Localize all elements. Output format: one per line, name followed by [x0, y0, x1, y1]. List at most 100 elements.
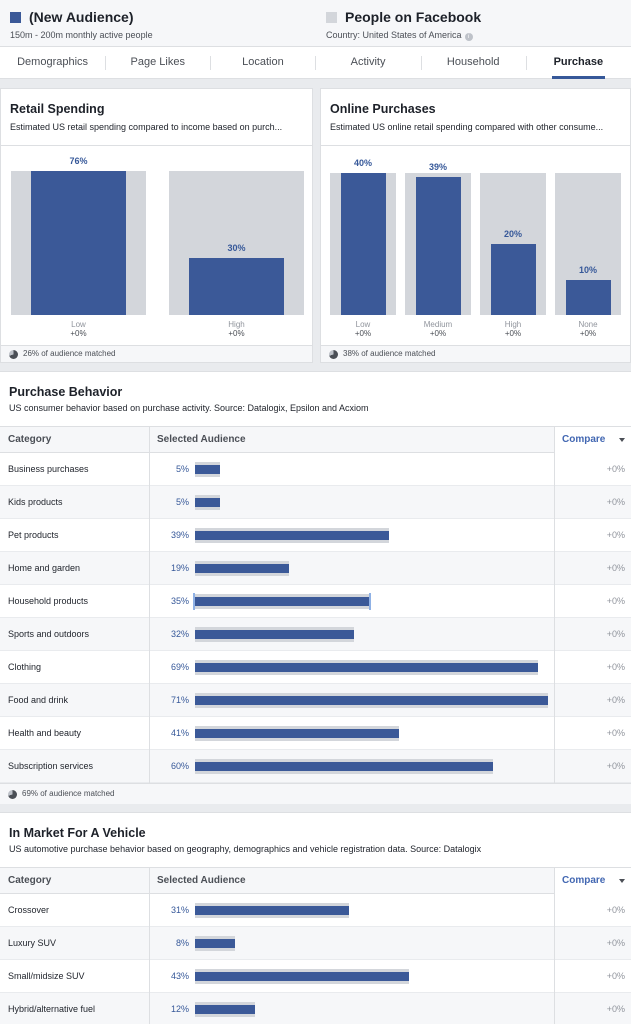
column-bar[interactable] [189, 258, 284, 315]
chevron-down-icon [619, 879, 625, 883]
selected-audience: (New Audience) 150m - 200m monthly activ… [10, 9, 153, 40]
tab-page-likes[interactable]: Page Likes [105, 47, 210, 78]
table-row[interactable]: Home and garden 19% +0% [0, 552, 631, 585]
row-bar[interactable] [195, 630, 355, 639]
audience-name: (New Audience) [29, 9, 134, 25]
tab-household[interactable]: Household [420, 47, 526, 78]
purchase-behavior-section: Purchase Behavior US consumer behavior b… [0, 371, 631, 804]
audience-size: 150m - 200m monthly active people [10, 30, 153, 40]
row-bar[interactable] [195, 762, 494, 771]
comparison-color-swatch [326, 11, 337, 23]
row-bar[interactable] [195, 729, 399, 738]
row-compare: +0% [606, 971, 625, 981]
online-purchases-card: Online Purchases Estimated US online ret… [320, 88, 631, 363]
row-bar[interactable] [195, 663, 538, 672]
tab-purchase[interactable]: Purchase [525, 47, 631, 79]
table-row[interactable]: Pet products 39% +0% [0, 519, 631, 552]
retail-spending-chart: 76% Low +0% 30% High +0% [1, 145, 312, 347]
row-category: Small/midsize SUV [8, 971, 85, 981]
tab-demographics[interactable]: Demographics [17, 56, 89, 68]
row-bar[interactable] [195, 597, 369, 606]
online-purchases-chart: 40% Low +0% 39% Medium +0% 20% High +0% 10% None +0… [321, 145, 630, 347]
row-percent: 41% [170, 728, 189, 738]
row-bar[interactable] [195, 939, 235, 948]
row-category: Sports and outdoors [8, 629, 90, 639]
compare-label: Compare [562, 434, 606, 445]
table-row[interactable]: Business purchases 5% +0% [0, 453, 631, 486]
matched-footer: 38% of audience matched [321, 345, 630, 362]
column-bar[interactable] [565, 279, 611, 315]
column-bar[interactable] [340, 173, 386, 315]
row-category: Subscription services [8, 761, 94, 771]
table-row[interactable]: Kids products 5% +0% [0, 486, 631, 519]
column-category-label: Low +0% [330, 320, 396, 338]
column-bar[interactable] [415, 176, 461, 315]
row-compare: +0% [606, 1004, 625, 1014]
row-category: Crossover [8, 905, 50, 915]
row-bar[interactable] [195, 696, 548, 705]
table-row[interactable]: Small/midsize SUV 43% +0% [0, 960, 631, 993]
compare-label: Compare [562, 875, 606, 886]
table-row[interactable]: Health and beauty 41% +0% [0, 717, 631, 750]
column-value-label: 76% [69, 155, 88, 166]
row-percent: 32% [170, 629, 189, 639]
pie-icon [8, 790, 17, 799]
column-category-label: High +0% [480, 320, 546, 338]
row-percent: 5% [175, 464, 189, 474]
table-row[interactable]: Food and drink 71% +0% [0, 684, 631, 717]
column-category-text: High [228, 320, 245, 329]
row-bar[interactable] [195, 1005, 255, 1014]
column-bar[interactable] [31, 170, 126, 315]
section-subtitle: US automotive purchase behavior based on… [9, 844, 482, 854]
table-row[interactable]: Crossover 31% +0% [0, 894, 631, 927]
table-row[interactable]: Household products 35% +0% [0, 585, 631, 618]
table-row[interactable]: Hybrid/alternative fuel 12% +0% [0, 993, 631, 1024]
matched-footer: 69% of audience matched [0, 783, 631, 804]
tab-location[interactable]: Location [210, 47, 315, 78]
table-header: Category Selected Audience Compare [0, 426, 631, 453]
column-value-label: 10% [578, 264, 597, 275]
table-row[interactable]: Subscription services 60% +0% [0, 750, 631, 783]
column-value-label: 20% [503, 229, 522, 239]
audience-header: (New Audience) 150m - 200m monthly activ… [0, 0, 631, 46]
row-bar[interactable] [195, 906, 350, 915]
card-title: Retail Spending [10, 102, 105, 116]
column-divider [554, 867, 555, 1024]
category-column-header: Category [8, 434, 52, 445]
row-compare: +0% [606, 728, 625, 738]
row-bar[interactable] [195, 972, 409, 981]
row-bar[interactable] [195, 564, 290, 573]
tab-activity[interactable]: Activity [315, 47, 420, 78]
row-compare: +0% [606, 497, 625, 507]
column-category-text: Medium [423, 320, 453, 329]
matched-label: 26% of audience matched [23, 349, 116, 358]
row-percent: 69% [170, 662, 189, 672]
row-bar[interactable] [195, 531, 389, 540]
row-percent: 35% [170, 596, 189, 606]
table-header: Category Selected Audience Compare [0, 867, 631, 894]
row-compare: +0% [606, 905, 625, 915]
pie-icon [9, 350, 18, 359]
compare-dropdown[interactable]: Compare [554, 427, 631, 453]
tab-bar: Demographics Page Likes Location Activit… [0, 46, 631, 79]
table-row[interactable]: Clothing 69% +0% [0, 651, 631, 684]
pie-icon [329, 350, 338, 359]
section-subtitle: US consumer behavior based on purchase a… [9, 403, 369, 413]
row-bar[interactable] [195, 498, 220, 507]
table-row[interactable]: Luxury SUV 8% +0% [0, 927, 631, 960]
compare-dropdown[interactable]: Compare [554, 868, 631, 894]
column-compare-text: +0% [429, 329, 447, 338]
column-value-label: 40% [353, 158, 372, 168]
info-icon[interactable]: i [464, 33, 473, 41]
row-bar[interactable] [195, 465, 220, 474]
column-category-text: None [578, 320, 598, 329]
row-category: Kids products [8, 497, 63, 507]
table-row[interactable]: Sports and outdoors 32% +0% [0, 618, 631, 651]
row-percent: 43% [170, 971, 189, 981]
column-bar[interactable] [490, 244, 536, 315]
retail-spending-card: Retail Spending Estimated US retail spen… [0, 88, 313, 363]
column-category-label: High +0% [169, 320, 304, 338]
row-percent: 19% [170, 563, 189, 573]
column-compare-text: +0% [70, 329, 87, 338]
row-bar-highlight [193, 593, 195, 610]
